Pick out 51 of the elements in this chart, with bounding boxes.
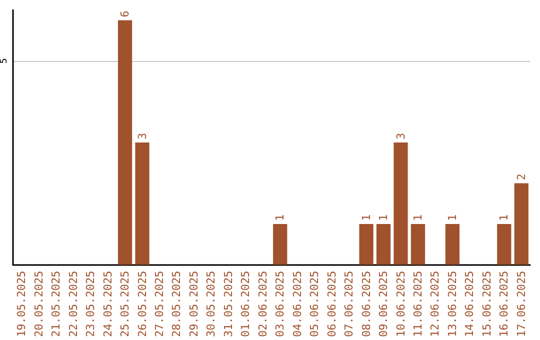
x-tick-label: 21.05.2025 xyxy=(50,270,63,338)
x-tick-label: 14.06.2025 xyxy=(463,270,476,338)
data-label: 1 xyxy=(411,214,424,222)
x-tick-label: 13.06.2025 xyxy=(446,270,459,338)
data-label: 1 xyxy=(446,214,459,222)
x-tick-label: 22.05.2025 xyxy=(66,270,80,338)
x-tick-label: 19.05.2025 xyxy=(15,270,28,338)
x-tick-label: 10.06.2025 xyxy=(394,270,408,338)
x-tick-label: 15.06.2025 xyxy=(480,270,494,338)
data-label: 3 xyxy=(136,132,149,140)
data-label: 1 xyxy=(377,214,390,222)
x-tick-label: 06.06.2025 xyxy=(325,270,338,338)
x-tick-label: 04.06.2025 xyxy=(290,270,304,338)
x-tick-label: 02.06.2025 xyxy=(256,270,270,338)
bar xyxy=(273,224,288,265)
x-tick-label: 25.05.2025 xyxy=(118,270,132,338)
bar xyxy=(135,142,150,265)
x-tick-label: 11.06.2025 xyxy=(411,270,424,338)
x-tick-label: 31.05.2025 xyxy=(222,270,235,338)
bar xyxy=(359,224,374,265)
x-tick-label: 08.06.2025 xyxy=(360,270,373,338)
data-label: 1 xyxy=(498,214,511,222)
bar xyxy=(445,224,460,265)
x-tick-label: 28.05.2025 xyxy=(170,270,184,338)
x-tick-label: 24.05.2025 xyxy=(101,270,114,338)
x-tick-label: 03.06.2025 xyxy=(274,270,287,338)
data-label: 3 xyxy=(394,132,408,140)
data-label: 2 xyxy=(514,174,528,180)
bar xyxy=(376,224,391,265)
x-tick-label: 23.05.2025 xyxy=(84,270,98,338)
x-tick-label: 17.06.2025 xyxy=(514,270,528,338)
bar xyxy=(514,183,528,265)
data-label: 1 xyxy=(274,214,287,222)
x-tick-label: 20.05.2025 xyxy=(32,270,46,338)
x-tick-label: 05.06.2025 xyxy=(308,270,322,338)
x-tick-label: 07.06.2025 xyxy=(342,270,356,338)
y-tick-label: 5 xyxy=(0,58,10,64)
data-label: 6 xyxy=(118,10,132,18)
x-tick-label: 16.06.2025 xyxy=(498,270,511,338)
x-tick-label: 29.05.2025 xyxy=(187,270,200,338)
bar xyxy=(497,224,512,265)
x-tick-label: 01.06.2025 xyxy=(239,270,252,338)
bar xyxy=(410,224,426,265)
bar xyxy=(118,20,132,265)
x-tick-label: 30.05.2025 xyxy=(204,270,218,338)
bar xyxy=(394,142,408,265)
data-label: 1 xyxy=(360,214,373,222)
x-tick-label: 09.06.2025 xyxy=(377,270,390,338)
x-tick-label: 26.05.2025 xyxy=(136,270,149,338)
x-tick-label: 27.05.2025 xyxy=(152,270,166,338)
x-tick-label: 12.06.2025 xyxy=(428,270,442,338)
